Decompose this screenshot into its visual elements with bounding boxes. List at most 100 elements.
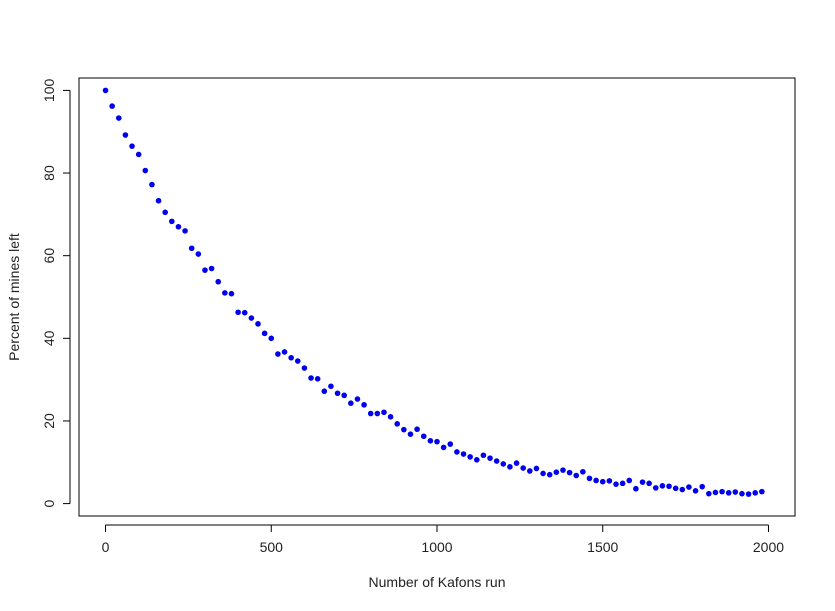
data-point [593,477,599,484]
x-tick-label: 1000 [421,539,452,555]
data-point [222,290,228,296]
data-point [420,433,427,440]
data-point [560,467,566,473]
y-axis: 0 20 40 60 80 100 [41,79,71,508]
data-point [182,228,188,234]
data-point [414,426,420,433]
data-point [440,444,447,451]
x-tick-label: 2000 [753,539,784,555]
data-point [533,465,540,472]
data-point [666,483,672,490]
data-point [374,410,381,417]
data-point [281,349,288,355]
y-tick-label: 20 [41,413,57,429]
data-point [268,335,275,342]
data-point [719,488,725,495]
x-tick-label: 0 [102,539,110,555]
data-point [275,351,281,357]
x-axis: 0 500 1000 1500 2000 [102,524,784,555]
data-point [208,265,215,272]
data-point [725,490,732,496]
data-point [348,400,354,406]
data-point [752,490,759,496]
y-tick-label: 60 [41,248,57,264]
x-axis-title: Number of Kafons run [369,574,506,590]
data-point [447,441,454,447]
data-point [679,486,686,493]
data-point [480,452,487,459]
data-point [639,479,646,485]
data-point [692,487,699,494]
data-point [427,437,434,444]
y-tick-label: 0 [41,500,57,508]
data-point [115,115,122,121]
data-point [487,455,493,461]
data-point [387,414,394,420]
data-point [500,461,507,467]
data-point [606,478,613,484]
data-point [573,472,580,479]
data-point [659,483,666,489]
data-point [706,490,712,497]
data-point [314,376,321,382]
data-point [613,481,619,487]
data-point [149,181,155,188]
data-point [328,383,334,390]
data-point [321,388,328,395]
data-point [248,315,255,321]
data-point [341,392,347,399]
data-point [566,469,573,476]
x-tick-label: 500 [260,539,284,555]
data-point [553,469,560,476]
data-point [732,489,739,495]
x-tick-label: 1500 [587,539,618,555]
data-point [135,151,142,158]
data-point [215,278,222,285]
data-point [745,491,752,497]
data-point [599,478,606,485]
plot-frame [78,77,796,517]
data-point [546,471,553,478]
data-point [759,488,765,495]
data-point [699,483,705,490]
data-point [155,197,162,204]
y-axis-title: Percent of mines left [6,233,22,361]
data-point [540,470,546,477]
data-point [334,390,341,397]
data-point [294,358,301,364]
y-tick-label: 100 [41,79,57,103]
data-point [520,465,526,471]
data-point [228,290,235,297]
data-point [473,457,480,463]
data-point [188,245,195,252]
data-point [493,458,500,464]
data-point [235,309,241,316]
data-point [109,103,115,109]
data-point [586,475,593,482]
data-point [513,460,520,466]
data-point [739,490,745,497]
data-point [162,209,168,216]
data-point [241,309,248,316]
data-point [301,365,308,371]
data-point [142,167,149,174]
data-point [454,449,460,455]
data-point [507,464,513,470]
data-point [467,454,473,460]
data-point [361,402,367,408]
data-point [175,223,182,230]
data-point [354,396,361,402]
data-point [308,375,314,381]
data-point [102,87,109,94]
data-point [129,143,135,149]
data-point [401,426,407,433]
data-point [288,354,294,361]
data-point [527,468,533,474]
data-point [626,477,633,484]
data-point [255,321,261,327]
y-tick-label: 80 [41,165,57,181]
y-tick-label: 40 [41,330,57,346]
data-point [646,480,652,487]
data-point [261,330,268,337]
